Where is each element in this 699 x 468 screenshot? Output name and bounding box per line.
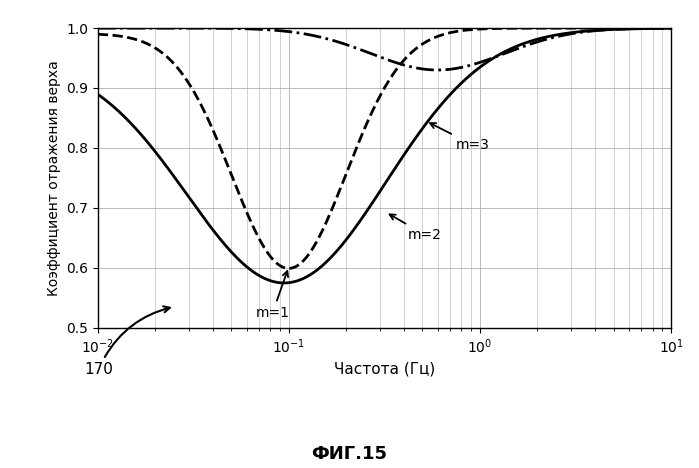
Text: m=2: m=2 <box>389 214 442 242</box>
Text: m=3: m=3 <box>430 123 490 152</box>
Y-axis label: Коэффициент отражения верха: Коэффициент отражения верха <box>47 60 61 296</box>
Text: ФИГ.15: ФИГ.15 <box>312 446 387 463</box>
X-axis label: Частота (Гц): Частота (Гц) <box>334 361 435 376</box>
Text: 170: 170 <box>84 306 170 377</box>
Text: m=1: m=1 <box>255 271 289 320</box>
